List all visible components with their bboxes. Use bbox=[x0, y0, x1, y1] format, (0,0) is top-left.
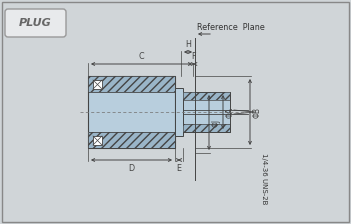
Bar bbox=[183, 92, 230, 100]
Text: D: D bbox=[128, 164, 134, 173]
Text: F: F bbox=[192, 52, 196, 61]
Text: H: H bbox=[185, 40, 191, 49]
Bar bbox=[88, 132, 175, 148]
Bar bbox=[88, 76, 175, 92]
Text: 1/4-36 UNS-2B: 1/4-36 UNS-2B bbox=[261, 153, 267, 204]
Bar bbox=[183, 124, 230, 132]
Text: E: E bbox=[177, 164, 181, 173]
Bar bbox=[93, 136, 102, 145]
FancyBboxPatch shape bbox=[5, 9, 66, 37]
Bar bbox=[88, 132, 175, 148]
Bar bbox=[183, 92, 230, 100]
Bar bbox=[88, 76, 175, 92]
Text: Reference  Plane: Reference Plane bbox=[197, 23, 265, 32]
Text: C: C bbox=[139, 52, 144, 61]
Bar bbox=[183, 124, 230, 132]
Bar bbox=[183, 92, 230, 132]
Polygon shape bbox=[88, 76, 175, 148]
Text: ΦJ: ΦJ bbox=[212, 118, 221, 127]
Bar bbox=[93, 80, 102, 89]
Text: ΦA: ΦA bbox=[226, 106, 235, 118]
Bar bbox=[175, 88, 183, 136]
Text: PLUG: PLUG bbox=[19, 18, 51, 28]
Text: ΦB: ΦB bbox=[253, 106, 262, 118]
